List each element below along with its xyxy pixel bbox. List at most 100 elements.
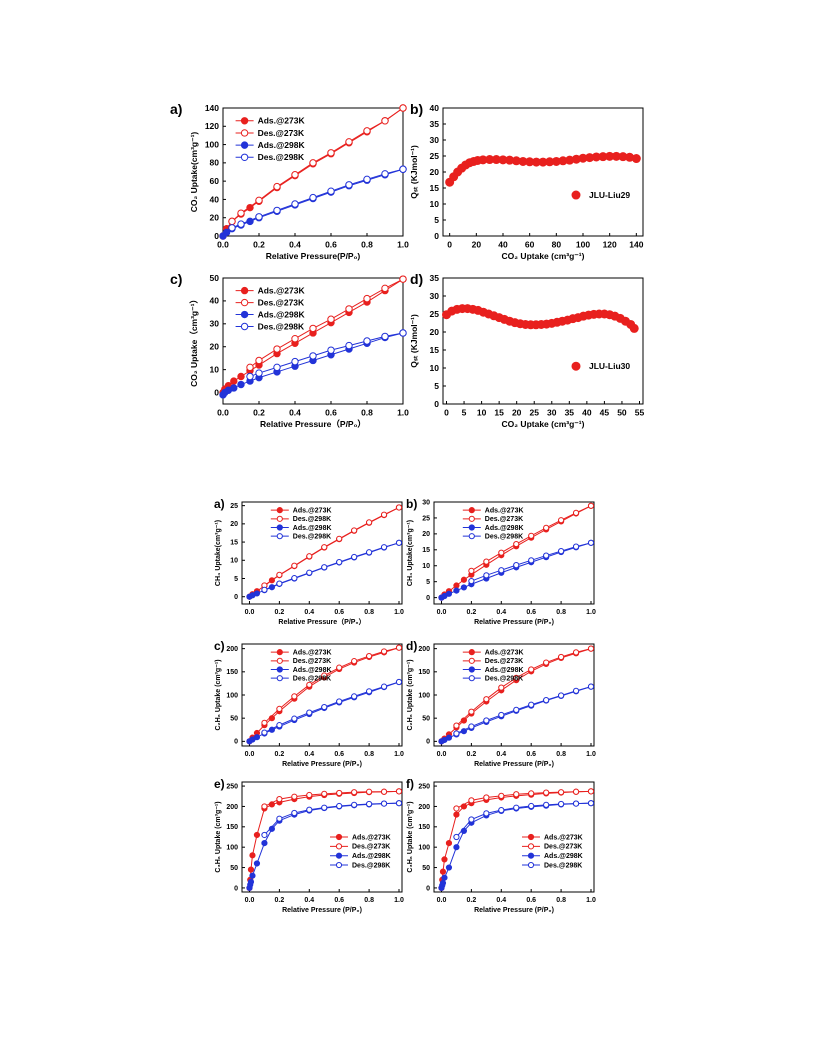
data-point [273, 206, 281, 215]
data-point [351, 553, 358, 561]
x-tick-label: 0.8 [361, 408, 373, 418]
data-point [237, 220, 245, 228]
data-point [261, 729, 268, 736]
series-line [440, 790, 592, 888]
legend-label: Des.@298K [258, 152, 305, 162]
data-point [253, 831, 261, 839]
y-axis-label: CH₄ Uptake(cm³g⁻¹) [215, 520, 222, 586]
x-tick-label: 0 [447, 240, 452, 250]
x-tick-label: 0.0 [245, 897, 255, 904]
data-point [306, 806, 313, 813]
legend-label: Des.@273K [544, 844, 582, 851]
data-point [351, 693, 358, 700]
data-point [291, 357, 299, 366]
data-point [327, 149, 335, 157]
y-tick-label: 5 [234, 576, 238, 583]
data-point [291, 335, 299, 343]
data-point [572, 543, 580, 550]
legend-label: Ads.@298K [258, 309, 306, 319]
data-point [237, 209, 245, 217]
x-tick-label: 55 [635, 408, 645, 418]
y-tick-label: 0 [434, 399, 439, 409]
y-tick-label: 20 [210, 213, 220, 223]
y-tick-label: 5 [426, 579, 430, 586]
x-tick-label: 120 [603, 240, 617, 250]
y-tick-label: 200 [418, 646, 430, 653]
panel-label: f) [406, 777, 414, 791]
legend-marker [276, 657, 283, 664]
data-point [528, 532, 535, 539]
data-point [468, 708, 475, 715]
legend-label: Ads.@273K [293, 649, 332, 656]
y-tick-label: 10 [430, 199, 440, 209]
legend-label: Ads.@298K [258, 140, 306, 150]
data-point [439, 879, 447, 887]
legend-label: Ads.@273K [293, 507, 332, 514]
data-point [453, 582, 460, 589]
chart-panel-co2-isotherm-a: a) 0.0 0.2 0.4 0.6 0.8 1.0 0 20 40 60 80 100 120 140 Re… [168, 96, 418, 276]
data-point [558, 547, 565, 555]
data-point [381, 332, 389, 341]
x-tick-label: 0.4 [496, 609, 506, 616]
x-tick-label: 0.0 [437, 897, 447, 904]
y-tick-label: 150 [226, 669, 238, 676]
data-point [587, 502, 595, 509]
data-point [363, 175, 371, 184]
y-tick-label: 100 [226, 692, 238, 699]
data-point [366, 549, 373, 556]
legend-label: Ads.@298K [352, 853, 391, 860]
x-tick-label: 1.0 [394, 897, 404, 904]
legend-label: Ads.@298K [293, 525, 332, 532]
y-tick-label: 15 [422, 547, 430, 554]
series-line [222, 107, 404, 237]
data-point [291, 793, 298, 800]
data-point [321, 564, 328, 571]
data-point [543, 659, 550, 666]
y-tick-label: 0 [426, 885, 430, 892]
data-point [543, 789, 550, 796]
panel-label: d) [410, 271, 423, 287]
data-point [558, 800, 565, 808]
y-tick-label: 0 [214, 387, 219, 397]
chart-panel-qst-b: b) 0 20 40 60 80 100 120 140 0 5 10 15 20 25 30 35 40 CO₂ … [408, 96, 653, 276]
y-tick-label: 100 [205, 139, 219, 149]
y-tick-label: 30 [430, 135, 440, 145]
x-tick-label: 0.6 [526, 897, 536, 904]
data-point [572, 788, 580, 795]
x-tick-label: 45 [600, 408, 610, 418]
y-tick-label: 5 [434, 215, 439, 225]
data-point [380, 544, 388, 551]
legend-marker [468, 533, 475, 540]
legend-label: Des.@273K [485, 516, 523, 523]
panel-label: c) [170, 271, 182, 287]
x-tick-label: 80 [552, 240, 562, 250]
x-axis-label: CO₂ Uptake (cm³g⁻¹) [502, 419, 585, 429]
y-tick-label: 60 [210, 176, 220, 186]
data-point [321, 672, 328, 679]
data-point [249, 852, 256, 859]
legend-label: Des.@298K [293, 676, 331, 683]
data-point [366, 788, 373, 795]
data-point [587, 683, 595, 690]
legend-marker [335, 843, 343, 850]
data-point [276, 815, 283, 822]
data-point [439, 868, 447, 875]
y-tick-label: 25 [430, 309, 440, 319]
x-tick-label: 30 [547, 408, 557, 418]
y-tick-label: 30 [422, 499, 430, 506]
series-line [248, 790, 400, 888]
series-line [456, 686, 592, 734]
y-tick-label: 0 [234, 594, 238, 601]
data-point [230, 377, 238, 385]
y-tick-label: 50 [422, 865, 430, 872]
data-point [336, 789, 343, 797]
data-point [366, 652, 373, 660]
y-tick-label: 100 [226, 845, 238, 852]
legend-label: Ads.@273K [544, 834, 583, 841]
y-tick-label: 200 [418, 804, 430, 811]
data-point [460, 576, 468, 583]
x-tick-label: 0.4 [304, 897, 314, 904]
data-point [483, 696, 490, 703]
data-point [336, 535, 343, 542]
data-point [528, 802, 535, 810]
